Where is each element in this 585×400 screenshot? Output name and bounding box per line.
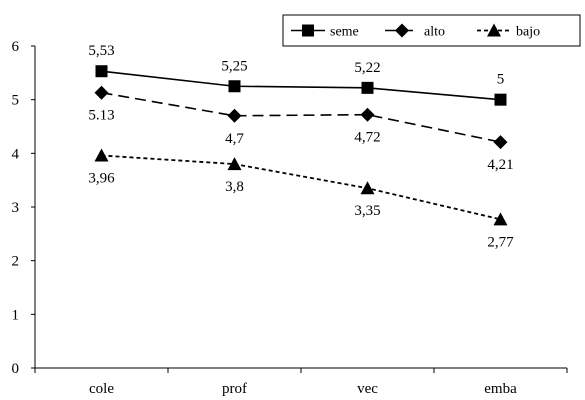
data-point-bajo (493, 212, 508, 226)
legend: seme alto bajo (282, 14, 581, 47)
data-label-seme: 5 (497, 72, 505, 88)
legend-box (282, 14, 581, 47)
data-label-alto: 4,21 (487, 157, 513, 173)
series-line-bajo (101, 154, 501, 221)
series-group (94, 65, 508, 226)
data-point-bajo (94, 148, 109, 162)
y-tick-label: 5 (12, 93, 20, 109)
data-label-seme: 5,22 (354, 60, 380, 76)
data-label-bajo: 3,96 (88, 170, 115, 186)
data-point-bajo (360, 181, 375, 195)
x-tick-label: emba (484, 381, 517, 397)
x-tick-label: cole (89, 381, 114, 397)
legend-marker-seme (302, 24, 314, 37)
data-point-alto (493, 135, 508, 150)
y-tick-label: 2 (12, 254, 20, 270)
data-label-bajo: 3,8 (225, 179, 244, 195)
y-tick-label: 4 (12, 146, 20, 162)
data-label-alto: 5.13 (88, 108, 114, 124)
axes (31, 45, 568, 373)
data-label-alto: 4,72 (354, 130, 380, 146)
y-tick-label: 3 (12, 200, 20, 216)
data-point-bajo (227, 157, 242, 171)
series-line-seme (101, 70, 501, 101)
legend-label-seme: seme (330, 25, 359, 40)
data-label-bajo: 2,77 (487, 234, 514, 250)
legend-label-alto: alto (424, 25, 445, 40)
series-line-alto (101, 91, 501, 143)
data-point-seme (95, 65, 108, 78)
data-point-seme (361, 81, 374, 94)
x-tick-label: vec (357, 381, 378, 397)
data-labels: 5,53 5,25 5,22 5 5.13 4,7 4,72 4,21 3,96 3,8 3,35 2… (88, 43, 514, 250)
data-point-alto (94, 85, 109, 100)
data-label-alto: 4,7 (225, 131, 244, 147)
data-point-alto (227, 108, 242, 123)
tick-labels: 0 1 2 3 4 5 6 cole prof vec emba (12, 39, 518, 397)
legend-marker-bajo (487, 23, 501, 37)
data-point-seme (228, 80, 241, 93)
y-tick-label: 0 (12, 361, 20, 377)
data-label-bajo: 3,35 (354, 203, 380, 219)
data-label-seme: 5,25 (221, 58, 247, 74)
y-tick-label: 6 (12, 39, 20, 55)
data-point-seme (494, 93, 507, 106)
x-tick-label: prof (222, 381, 247, 397)
data-point-alto (360, 107, 375, 122)
legend-label-bajo: bajo (516, 25, 540, 40)
y-tick-label: 1 (12, 307, 20, 323)
legend-marker-alto (395, 23, 409, 38)
data-label-seme: 5,53 (88, 43, 114, 59)
